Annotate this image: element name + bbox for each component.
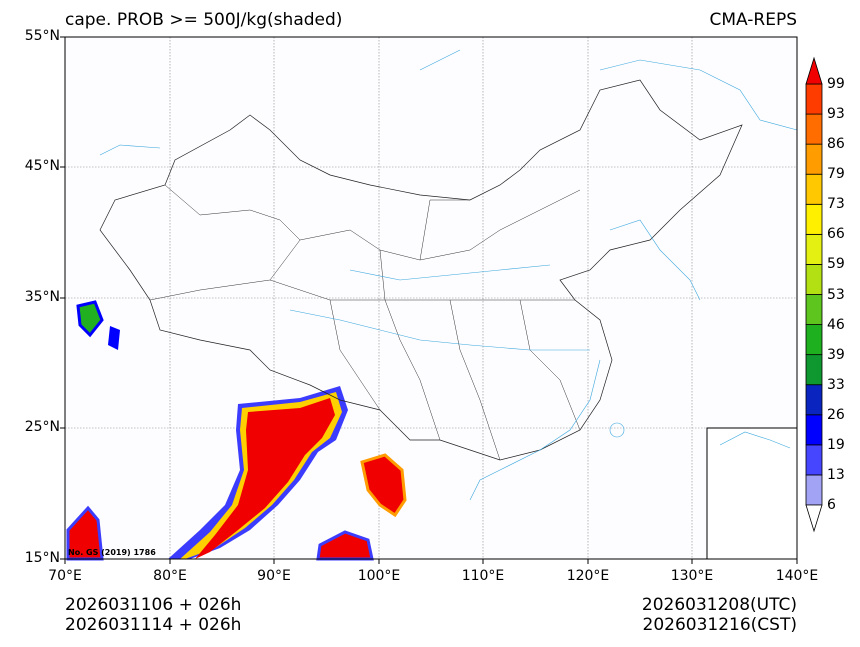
colorbar-tick-label: 19 xyxy=(827,436,845,453)
init-time-utc: 2026031106 + 026h xyxy=(65,595,242,615)
colorbar-segment xyxy=(805,474,823,506)
colorbar xyxy=(805,56,823,533)
lon-label: 140°E xyxy=(775,568,819,584)
valid-time-block: 2026031208(UTC) 2026031216(CST) xyxy=(642,595,797,635)
lat-label: 35°N xyxy=(24,289,60,305)
colorbar-segment xyxy=(805,233,823,265)
colorbar-segment xyxy=(805,384,823,416)
valid-time-cst: 2026031216(CST) xyxy=(642,615,797,635)
china-border xyxy=(99,79,743,461)
colorbar-segment xyxy=(805,143,823,175)
colorbar-over-arrow xyxy=(805,56,823,85)
lat-label: 15°N xyxy=(24,550,60,566)
colorbar-segment xyxy=(805,444,823,476)
colorbar-tick-label: 6 xyxy=(827,497,836,513)
lon-label: 130°E xyxy=(670,568,714,584)
shade-pakistan xyxy=(76,300,104,338)
colorbar-tick-label: 59 xyxy=(827,256,845,273)
init-time-cst: 2026031114 + 026h xyxy=(65,615,242,635)
lat-label: 25°N xyxy=(24,419,60,435)
lon-label: 120°E xyxy=(566,568,610,584)
colorbar-tick-label: 46 xyxy=(827,316,845,333)
colorbar-tick-label: 99 xyxy=(827,76,845,92)
colorbar-tick-label: 13 xyxy=(827,466,845,483)
colorbar-segment xyxy=(805,173,823,205)
model-name: CMA-REPS xyxy=(709,10,797,30)
colorbar-under-arrow xyxy=(805,504,823,533)
colorbar-tick-label: 86 xyxy=(827,136,845,153)
colorbar-tick-label: 53 xyxy=(827,286,845,303)
colorbar-segment xyxy=(805,294,823,325)
colorbar-segment xyxy=(805,264,823,295)
gridlines xyxy=(65,37,797,559)
colorbar-segment xyxy=(805,354,823,386)
lat-label: 45°N xyxy=(24,158,60,174)
shade-myanmar xyxy=(360,453,407,518)
shade-sw xyxy=(66,505,104,561)
colorbar-segment xyxy=(805,113,823,145)
map-title: cape. PROB >= 500J/kg(shaded) xyxy=(65,10,343,30)
axis-ticks xyxy=(60,36,798,564)
colorbar-tick-label: 73 xyxy=(827,196,845,213)
colorbar-segment xyxy=(805,324,823,356)
shade-india-core xyxy=(195,398,335,559)
lon-label: 90°E xyxy=(257,568,291,584)
shade-pakistan-2 xyxy=(108,326,120,350)
colorbar-segment xyxy=(805,83,823,115)
lon-label: 70°E xyxy=(48,568,82,584)
rivers-coastlines xyxy=(99,49,798,501)
map-approval-note: No. GS (2019) 1786 xyxy=(68,548,156,557)
lat-label: 55°N xyxy=(24,28,60,44)
lon-label: 80°E xyxy=(153,568,187,584)
province-borders xyxy=(149,184,581,461)
colorbar-tick-label: 39 xyxy=(827,346,845,363)
colorbar-tick-label: 66 xyxy=(827,226,845,243)
lon-label: 100°E xyxy=(357,568,401,584)
colorbar-tick-label: 93 xyxy=(827,106,845,123)
colorbar-tick-label: 26 xyxy=(827,406,845,423)
colorbar-tick-label: 33 xyxy=(827,376,845,393)
colorbar-tick-label: 79 xyxy=(827,166,845,183)
colorbar-segment xyxy=(805,203,823,235)
valid-time-utc: 2026031208(UTC) xyxy=(641,595,797,615)
probability-shading xyxy=(66,300,407,561)
south-china-sea-inset xyxy=(706,427,798,560)
colorbar-segment xyxy=(805,414,823,446)
lon-label: 110°E xyxy=(461,568,505,584)
shade-bay-south xyxy=(316,530,374,561)
init-time-block: 2026031106 + 026h 2026031114 + 026h xyxy=(65,595,241,635)
